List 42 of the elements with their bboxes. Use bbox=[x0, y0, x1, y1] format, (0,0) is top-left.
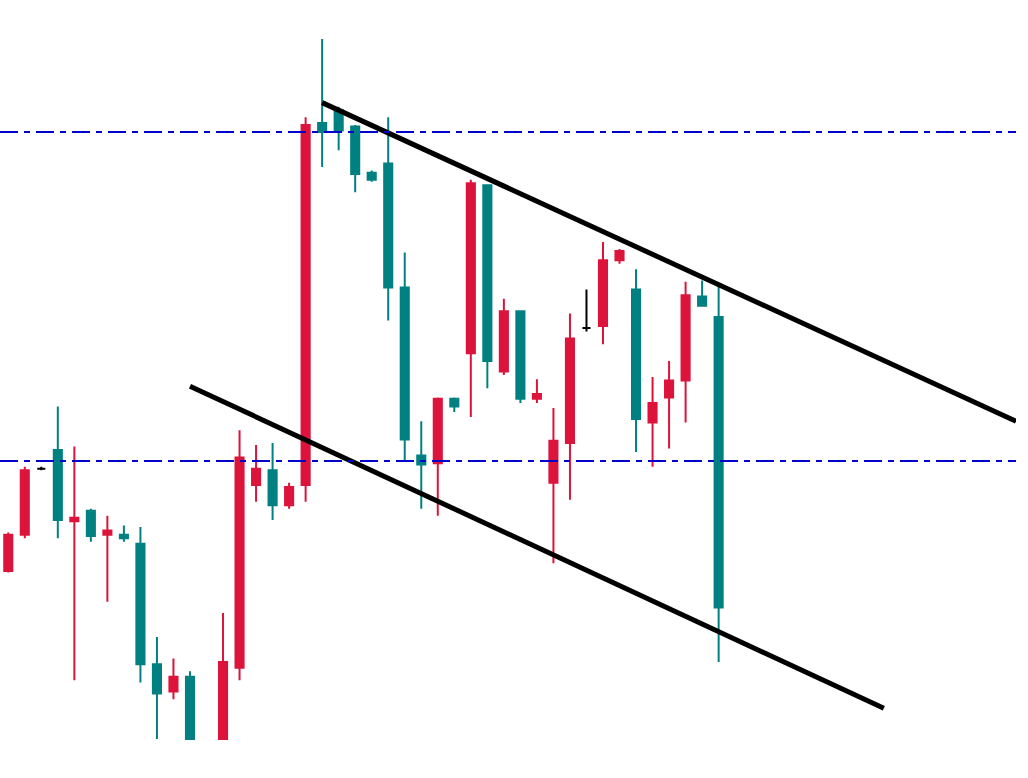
candlestick bbox=[449, 396, 460, 414]
candlestick bbox=[482, 184, 493, 390]
candlestick bbox=[85, 507, 96, 543]
candlestick bbox=[399, 251, 410, 463]
candlestick bbox=[135, 525, 146, 684]
candlestick bbox=[664, 360, 675, 450]
candlestick bbox=[647, 376, 658, 468]
candlestick bbox=[515, 310, 526, 404]
candlestick bbox=[217, 612, 229, 741]
candlestick bbox=[680, 280, 691, 424]
candlestick bbox=[69, 445, 80, 682]
candlestick bbox=[317, 37, 328, 169]
candlestick bbox=[102, 514, 113, 603]
candlestick bbox=[432, 396, 443, 517]
candlestick bbox=[630, 268, 642, 454]
candlestick bbox=[234, 429, 245, 682]
candlestick bbox=[531, 378, 542, 404]
candlestick bbox=[697, 279, 708, 307]
candlestick bbox=[184, 670, 196, 741]
candlestick bbox=[267, 441, 278, 521]
candlestick bbox=[564, 312, 575, 501]
candlestick bbox=[597, 240, 609, 346]
candlestick bbox=[168, 657, 179, 701]
candlestick bbox=[581, 288, 592, 333]
candlestick bbox=[614, 247, 625, 265]
candlestick bbox=[350, 124, 361, 194]
candlestick bbox=[151, 635, 162, 741]
candlestick bbox=[498, 297, 509, 376]
candlestick bbox=[416, 420, 427, 510]
candlestick bbox=[284, 481, 295, 510]
candlestick bbox=[383, 116, 394, 322]
candlestick bbox=[366, 169, 377, 183]
candlestick bbox=[19, 465, 30, 540]
candlestick bbox=[465, 178, 476, 418]
candlestick bbox=[548, 406, 559, 565]
candlestick bbox=[251, 444, 262, 503]
candlestick bbox=[118, 524, 129, 543]
candlestick bbox=[300, 116, 311, 503]
candlestick bbox=[36, 465, 47, 472]
candlestick bbox=[713, 282, 724, 664]
candlestick bbox=[3, 531, 14, 574]
candlestick bbox=[52, 405, 63, 540]
